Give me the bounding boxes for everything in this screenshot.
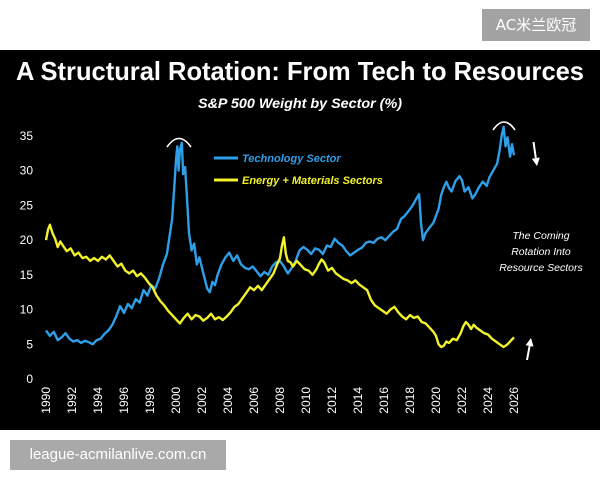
x-tick-label: 1992 (65, 387, 79, 414)
rotation-annotation: The Coming Rotation Into Resource Sector… (499, 230, 583, 274)
x-tick-label: 2014 (351, 387, 365, 414)
chart-subtitle: S&P 500 Weight by Sector (%) (198, 95, 402, 111)
legend-label-energy-materials: Energy + Materials Sectors (242, 175, 383, 187)
y-tick-label: 0 (26, 372, 33, 386)
x-tick-label: 2020 (429, 387, 443, 414)
y-axis-ticks: 0 5 10 15 20 25 30 35 (20, 129, 34, 386)
peak-arc-2000 (166, 137, 192, 148)
up-arrow-icon (525, 338, 534, 361)
x-tick-label: 2000 (169, 387, 183, 414)
annotation-line: Rotation Into (511, 246, 571, 258)
annotation-line: The Coming (512, 230, 569, 242)
x-tick-label: 2010 (299, 387, 313, 414)
peak-arc-2025 (492, 121, 516, 131)
watermark-top-right: AC米兰欧冠 (482, 9, 590, 41)
x-tick-label: 2008 (273, 387, 287, 414)
x-tick-label: 2026 (507, 387, 521, 414)
y-tick-label: 30 (20, 164, 34, 178)
x-tick-label: 1998 (143, 387, 157, 414)
x-tick-label: 2022 (455, 387, 469, 414)
y-tick-label: 35 (20, 129, 34, 143)
x-tick-label: 2016 (377, 387, 391, 414)
x-tick-label: 2002 (195, 387, 209, 414)
y-tick-label: 25 (20, 198, 34, 212)
chart-title: A Structural Rotation: From Tech to Reso… (16, 56, 584, 86)
series-lines (44, 125, 516, 349)
chart: A Structural Rotation: From Tech to Reso… (16, 56, 584, 414)
x-tick-label: 2024 (481, 387, 495, 414)
legend-label-technology: Technology Sector (242, 153, 341, 165)
x-tick-label: 2012 (325, 387, 339, 414)
y-tick-label: 15 (20, 268, 34, 282)
x-axis-ticks: 1990 1992 1994 1996 1998 2000 2002 2004 2006 2008… (39, 387, 521, 414)
y-tick-label: 10 (20, 303, 34, 317)
x-tick-label: 1996 (117, 387, 131, 414)
x-tick-label: 2004 (221, 387, 235, 414)
y-tick-label: 20 (20, 233, 34, 247)
chart-panel: A Structural Rotation: From Tech to Reso… (0, 50, 600, 430)
down-arrow-icon (531, 141, 540, 166)
watermark-bottom-left: league-acmilanlive.com.cn (10, 440, 226, 470)
annotation-line: Resource Sectors (499, 262, 583, 274)
x-tick-label: 1994 (91, 387, 105, 414)
legend: Technology Sector Energy + Materials Sec… (214, 153, 383, 187)
x-tick-label: 2006 (247, 387, 261, 414)
x-tick-label: 1990 (39, 387, 53, 414)
y-tick-label: 5 (26, 337, 33, 351)
x-tick-label: 2018 (403, 387, 417, 414)
energy-materials-sectors-line (44, 223, 515, 349)
